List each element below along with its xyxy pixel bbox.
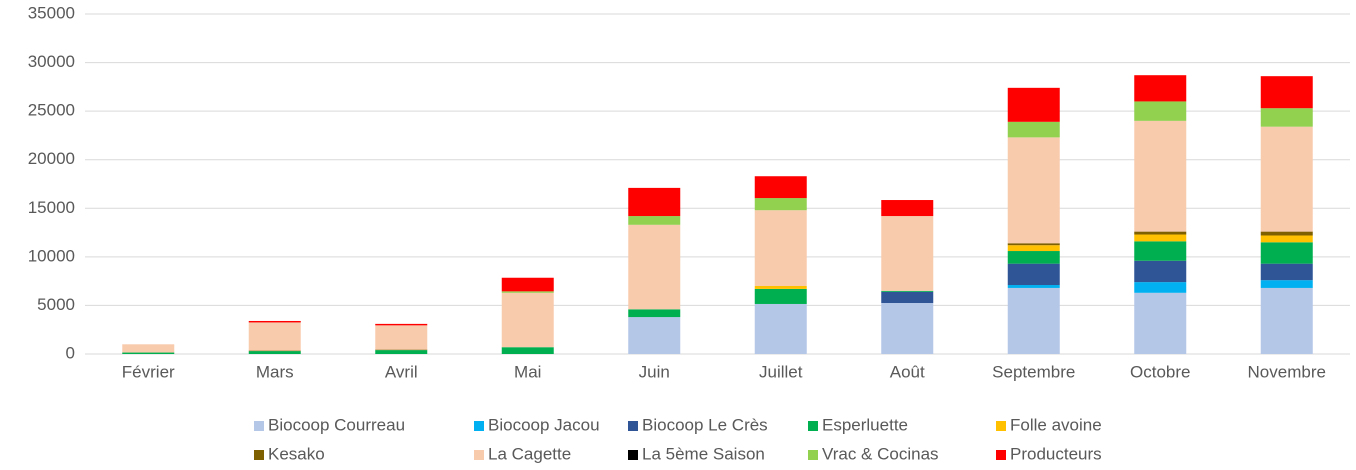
bar-segment [1260,108,1313,127]
x-tick-label: Juin [639,362,670,381]
legend-label: La Cagette [488,444,571,463]
x-tick-label: Mai [514,362,541,381]
bar-segment [754,176,807,199]
bar-segment [1134,234,1187,242]
legend-swatch [474,421,484,431]
x-tick-label: Août [890,362,925,381]
y-tick-label: 35000 [28,3,75,22]
legend-label: Biocoop Jacou [488,415,600,434]
bar-segment [881,303,934,354]
bar-segment [1007,137,1060,244]
bar-segment [1007,285,1060,288]
bar-segment [754,286,807,289]
legend-swatch [808,421,818,431]
legend-label: Folle avoine [1010,415,1102,434]
bar-segment [375,325,428,350]
y-tick-label: 10000 [28,246,75,265]
bar-segment [754,288,807,304]
legend-swatch [628,421,638,431]
y-tick-label: 20000 [28,149,75,168]
bar-segment [754,210,807,286]
bar-segment [1007,287,1060,354]
bar-segment [1260,280,1313,288]
bar-segment [501,347,554,354]
bar-segment [1007,243,1060,246]
bar-segment [628,224,681,310]
y-tick-label: 25000 [28,101,75,120]
y-tick-label: 30000 [28,52,75,71]
legend-label: Vrac & Cocinas [822,444,939,463]
bar-segment [754,198,807,211]
bar-segment [1134,101,1187,121]
bar-segment [1007,251,1060,264]
legend-swatch [628,450,638,460]
bar-segment [628,309,681,318]
x-tick-label: Octobre [1130,362,1190,381]
bar-segment [1134,231,1187,235]
bar-segment [248,351,301,354]
bar-segment [248,322,301,351]
bar-segment [1134,120,1187,232]
x-tick-label: Juillet [759,362,803,381]
bar-segment [628,187,681,217]
bar-segment [501,292,554,348]
bar-segment [375,350,428,354]
bar-segment [1260,231,1313,236]
legend-swatch [254,421,264,431]
bar-segment [1134,282,1187,293]
bar-segment [248,320,301,323]
bar-segment [1134,241,1187,261]
bar-segment [1260,126,1313,232]
legend-swatch [254,450,264,460]
bar-segment [501,291,554,293]
x-tick-label: Novembre [1248,362,1326,381]
bar-segment [1260,235,1313,243]
bar-segment [1134,292,1187,354]
bar-segment [628,317,681,354]
bar-segment [1260,287,1313,354]
x-tick-label: Septembre [992,362,1075,381]
y-tick-label: 5000 [37,295,75,314]
legend-label: Esperluette [822,415,908,434]
x-tick-label: Mars [256,362,294,381]
legend-label: Producteurs [1010,444,1102,463]
legend-swatch [808,450,818,460]
legend-label: Kesako [268,444,325,463]
bar-segment [1260,263,1313,281]
bar-segment [1007,245,1060,252]
bar-segment [881,216,934,291]
legend-swatch [996,421,1006,431]
bar-segment [122,352,175,354]
legend-swatch [474,450,484,460]
bar-segment [1007,263,1060,286]
bar-segment [881,290,934,292]
legend-swatch [996,450,1006,460]
bar-segment [881,291,934,303]
bar-segment [375,323,428,326]
legend-label: Biocoop Le Crès [642,415,768,434]
bar-segment [1260,242,1313,264]
y-tick-label: 15000 [28,198,75,217]
bar-segment [122,344,175,353]
bar-segment [628,216,681,225]
legend-label: Biocoop Courreau [268,415,405,434]
bar-segment [501,277,554,292]
bar-segment [881,200,934,217]
bar-segment [1134,75,1187,102]
y-tick-label: 0 [66,343,75,362]
legend-label: La 5ème Saison [642,444,765,463]
bar-segment [754,303,807,354]
x-tick-label: Février [122,362,175,381]
bar-segment [1007,121,1060,138]
bar-segment [1007,87,1060,122]
x-tick-label: Avril [385,362,418,381]
bar-segment [1260,76,1313,109]
bar-segment [1134,260,1187,283]
